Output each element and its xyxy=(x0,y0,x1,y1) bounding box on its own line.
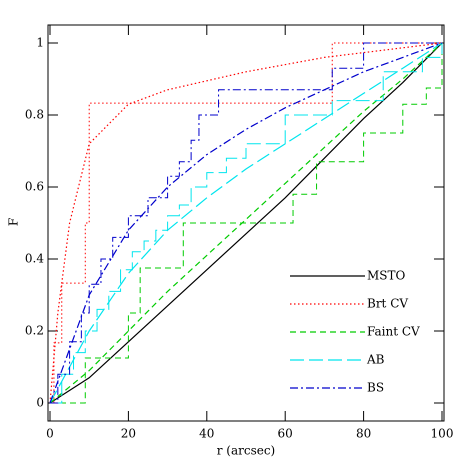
step-curve xyxy=(50,42,442,404)
x-tick-label: 80 xyxy=(356,427,371,441)
model-curve xyxy=(49,42,443,404)
y-tick-label: 0.4 xyxy=(25,252,44,266)
y-tick-label: 0 xyxy=(36,396,44,410)
step-curve xyxy=(50,43,443,404)
legend-label: Faint CV xyxy=(367,325,420,339)
x-axis-label: r (arcsec) xyxy=(217,444,276,458)
model-curve xyxy=(49,42,443,404)
model-curve xyxy=(49,42,443,404)
x-tick-label: 40 xyxy=(199,427,214,441)
x-tick-label: 100 xyxy=(431,427,454,441)
x-tick-label: 60 xyxy=(278,427,293,441)
plot-frame xyxy=(47,24,445,422)
legend-label: MSTO xyxy=(367,269,406,283)
legend-label: BS xyxy=(367,381,384,395)
legend-label: AB xyxy=(366,353,385,367)
x-tick-label: 0 xyxy=(46,427,54,441)
legend-label: Brt CV xyxy=(367,297,408,311)
y-tick-label: 0.6 xyxy=(25,180,44,194)
model-curve xyxy=(49,42,443,404)
step-curve xyxy=(50,42,442,404)
y-axis-label: F xyxy=(7,218,21,226)
step-curve xyxy=(50,43,443,404)
y-tick-label: 0.2 xyxy=(25,324,44,338)
x-tick-label: 20 xyxy=(121,427,136,441)
y-tick-label: 0.8 xyxy=(25,108,44,122)
y-tick-label: 1 xyxy=(36,36,44,50)
